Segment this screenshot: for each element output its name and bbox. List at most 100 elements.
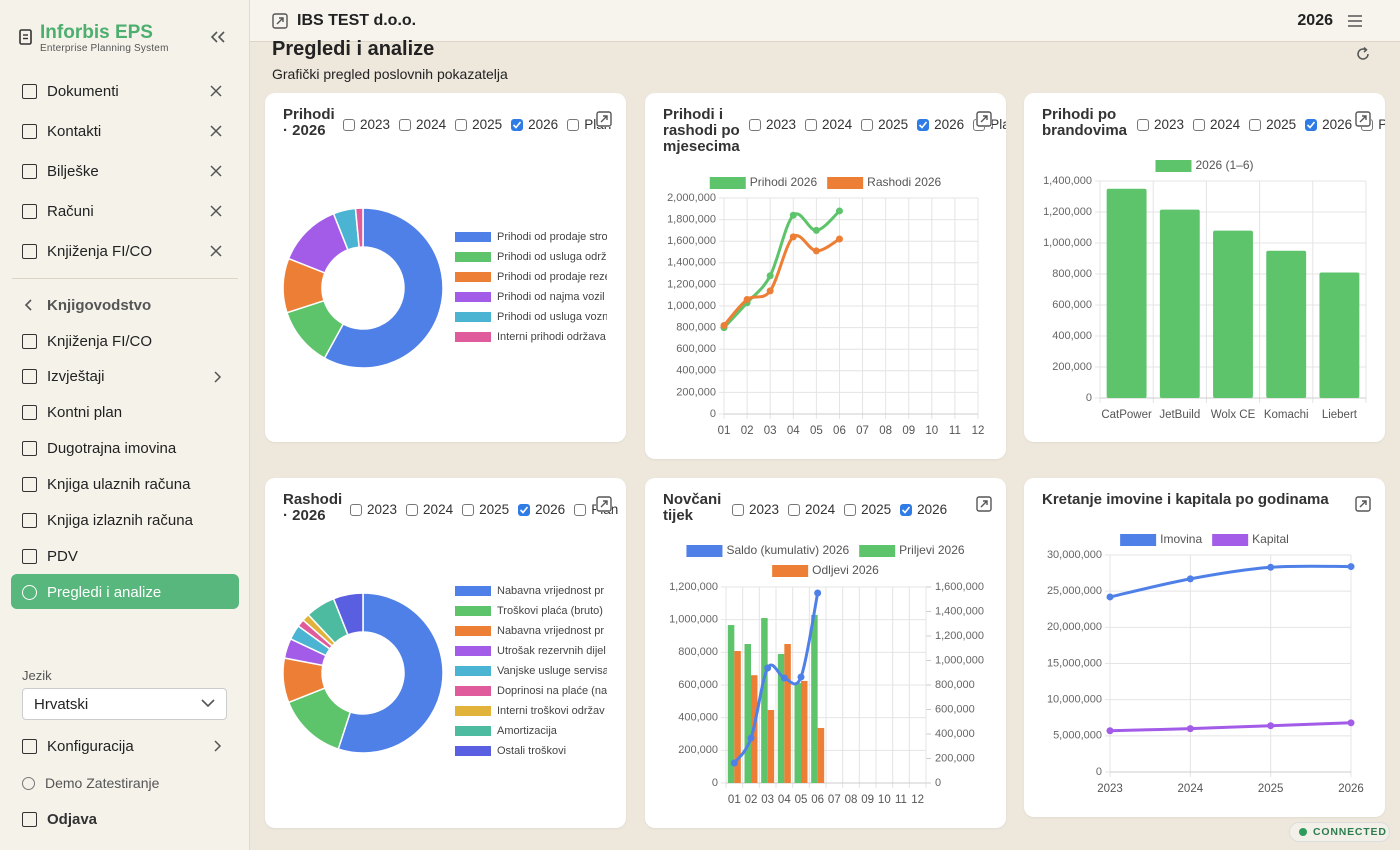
config-item[interactable]: Konfiguracija [22,734,234,758]
close-button[interactable] [210,205,222,217]
filter-checkbox[interactable]: 2026 [518,502,565,517]
filter-checkbox[interactable]: 2023 [343,117,390,132]
legend-swatch [455,292,491,302]
line-point [1106,593,1114,601]
close-button[interactable] [210,125,222,137]
chart-title: Rashodi · 2026 [283,491,343,524]
open-tab[interactable]: Kontakti [22,119,234,143]
filter-checkbox[interactable]: 2023 [1137,117,1184,132]
x-tick-label: 06 [833,425,846,437]
legend-swatch [455,646,491,656]
expand-button[interactable] [976,111,992,127]
filter-checkbox[interactable]: 2023 [732,502,779,517]
menu-button[interactable] [1347,14,1363,28]
filter-checkbox[interactable]: 2023 [749,117,796,132]
expand-button[interactable] [976,496,992,512]
x-tick-label: 08 [879,425,892,437]
filter-checkbox[interactable]: 2025 [455,117,502,132]
close-button[interactable] [210,85,222,97]
filter-checkbox[interactable]: 2023 [350,502,397,517]
filter-checkbox[interactable]: 2026 [900,502,947,517]
y-tick-label: 1,000,000 [1043,237,1092,249]
y-tick-label: 800,000 [678,646,718,658]
chart-card: Prihodi i rashodi po mjesecima 2023 2024 20… [645,93,1006,459]
item-icon [22,83,37,99]
refresh-button[interactable] [1355,46,1371,62]
item-label: Knjiženja FI/CO [47,332,153,350]
item-label: Kontni plan [47,404,123,422]
collapse-button[interactable] [210,30,226,44]
open-tab[interactable]: Knjiženja FI/CO [22,239,234,263]
item-label: PDV [47,547,78,565]
expand-button[interactable] [1355,496,1371,512]
logout-item[interactable]: Odjava [22,807,234,831]
line-point [797,673,805,681]
section-header[interactable]: Knjigovodstvo [22,293,234,317]
language-label: Jezik [22,668,52,683]
item-label: Demo Zatestiranje [45,775,160,791]
menu-item[interactable]: Dugotrajna imovina [22,437,234,461]
language-select[interactable]: Hrvatski [22,688,227,720]
legend-label: Troškovi plaća (bruto) [497,605,603,617]
menu-item[interactable]: Kontni plan [22,401,234,425]
item-icon [22,477,37,493]
bar [727,625,735,783]
line-point [1106,727,1114,735]
filter-checkbox[interactable]: 2026 [511,117,558,132]
legend-swatch [455,706,491,716]
item-label: Knjiženja FI/CO [47,242,153,260]
filter-checkbox[interactable]: 2024 [406,502,453,517]
close-button[interactable] [210,165,222,177]
menu-item[interactable]: Knjiženja FI/CO [22,329,234,353]
y2-tick-label: 800,000 [935,679,975,691]
open-tab[interactable]: Bilješke [22,159,234,183]
open-tab[interactable]: Dokumenti [22,79,234,103]
year[interactable]: 2026 [1297,12,1333,29]
expand-button[interactable] [1355,111,1371,127]
menu-item[interactable]: Knjiga izlaznih računa [22,509,234,533]
y-tick-label: 0 [1086,392,1092,404]
filter-checkbox[interactable]: 2024 [399,117,446,132]
legend-swatch [455,252,491,262]
checkbox [399,118,412,131]
expand-button[interactable] [596,496,612,512]
check [919,120,928,129]
expand-arrow [1359,115,1367,123]
checkbox [749,118,761,131]
user-item[interactable]: Demo Zatestiranje [22,771,234,795]
close-button[interactable] [210,245,222,257]
y-tick-label: 0 [1096,766,1102,778]
bar [1159,209,1200,398]
logo-icon [19,29,32,45]
filter-label: 2026 [535,502,566,517]
filter-checkbox[interactable]: 2024 [788,502,835,517]
filter-checkbox[interactable]: 2025 [844,502,891,517]
checkbox [511,118,524,131]
x-tick-label: 01 [718,425,731,437]
filter-checkbox[interactable]: 2025 [462,502,509,517]
x-tick-label: Komachi [1264,409,1309,421]
filter-checkbox[interactable]: 2025 [1249,117,1296,132]
open-tab[interactable]: Računi [22,199,234,223]
expand-button[interactable] [596,111,612,127]
filter-checkbox[interactable]: 2026 [1305,117,1352,132]
y-tick-label: 200,000 [678,744,718,756]
filter-checkbox[interactable]: 2024 [805,117,852,132]
y-tick-label: 400,000 [678,712,718,724]
filter-checkbox[interactable]: 2024 [1193,117,1240,132]
chart: Nabavna vrijednost pr Troškovi plaća (bru… [282,585,607,757]
filter-checkbox[interactable]: 2026 [917,117,964,132]
menu-item[interactable]: Knjiga ulaznih računa [22,473,234,497]
chevron-glyph [214,371,222,383]
menu-item[interactable]: Izvještaji [22,365,234,389]
item-icon [22,738,37,754]
chevron-glyph [214,740,222,752]
menu-item[interactable]: PDV [22,544,234,568]
filter-checkbox[interactable]: 2025 [861,117,908,132]
checkbox [900,503,913,516]
item-label: Dugotrajna imovina [47,440,177,458]
bar [794,683,801,783]
expand-icon[interactable] [272,13,288,29]
menu-item[interactable]: Pregledi i analize [22,580,234,604]
